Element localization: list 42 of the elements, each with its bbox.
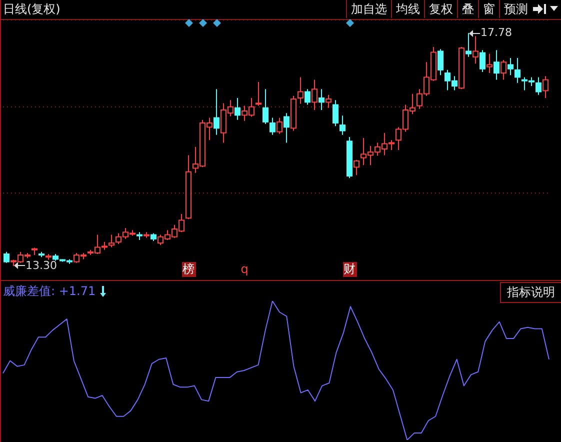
candlestick [332,100,338,127]
candlestick [500,60,506,80]
candlestick [536,76,542,96]
candlestick [542,76,548,98]
candlestick [354,159,360,176]
candlestick [234,98,240,120]
candlestick [214,88,220,136]
candlestick [486,53,492,74]
candlestick [466,32,472,58]
candlestick [256,81,262,106]
candlestick [312,79,318,110]
candlestick [514,57,520,84]
annotation: 17.78 [480,26,512,40]
candlestick [304,88,310,106]
text: 加自选 [346,0,391,18]
annotation: 13.30 [26,258,57,273]
text: 窗 [478,0,499,18]
text: 复权 [424,0,457,18]
text: 均线 [391,0,424,18]
candlestick [480,50,486,72]
text: 叠 [457,0,478,18]
candlestick [318,88,324,110]
candlestick [508,57,514,76]
candlestick [4,251,10,264]
text: 指标说明 [500,282,561,303]
candlestick [108,234,114,248]
annotation: 财 [342,262,356,277]
chart-title: 威廉差值: +1.71 [3,283,96,300]
candlestick [472,36,478,64]
candlestick [284,112,290,144]
candlestick [276,117,282,134]
annotation: q [240,262,250,277]
candlestick [438,48,444,76]
chart-title: 日线(复权) [3,1,60,18]
text: 预测 [499,0,532,18]
candlestick [340,115,346,136]
candlestick [298,76,304,104]
candlestick [262,88,268,124]
candlestick [270,117,276,136]
candlestick [326,94,332,108]
candlestick [494,50,500,80]
annotation: 榜 [182,262,196,277]
